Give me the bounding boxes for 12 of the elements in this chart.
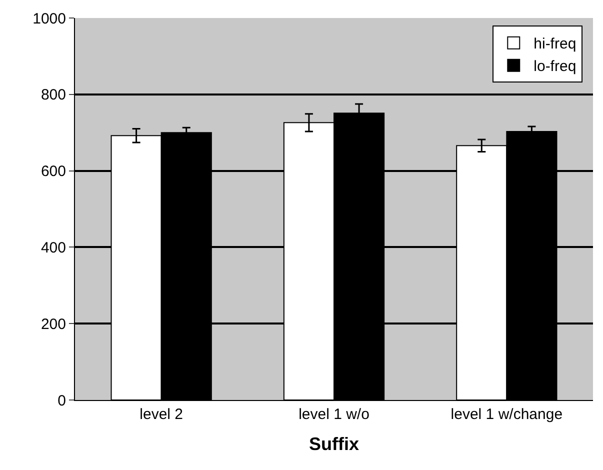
x-tick-label: level 1 w/change: [450, 406, 563, 423]
y-tick-label: 0: [58, 392, 66, 410]
legend-label: lo-freq: [534, 58, 576, 76]
x-tick-label: level 2: [140, 406, 184, 423]
y-tick-label: 800: [40, 86, 66, 104]
y-tick-label: 400: [40, 239, 66, 256]
x-tick-label: level 1 w/o: [298, 406, 370, 423]
x-axis-title: Suffix: [308, 434, 360, 454]
legend-label: hi-freq: [534, 36, 576, 53]
y-tick-label: 1000: [32, 10, 66, 28]
y-tick-label: 200: [40, 316, 66, 333]
y-tick-label: 600: [40, 163, 66, 180]
